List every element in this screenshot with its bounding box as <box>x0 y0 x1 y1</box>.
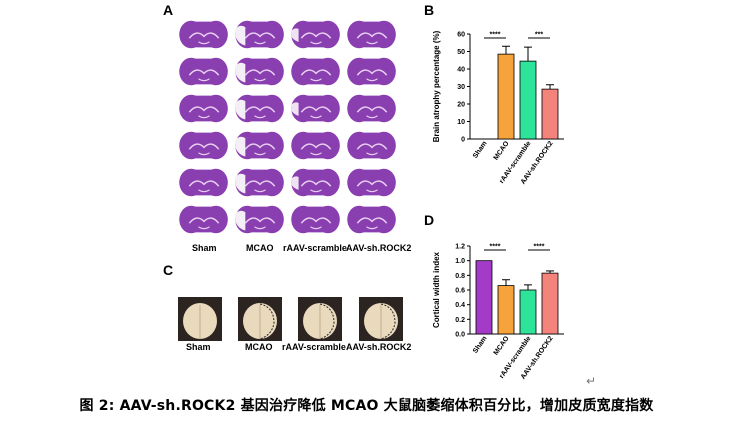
y-axis-label: Brain atrophy percentage (%) <box>432 30 441 142</box>
brain-slice-image <box>347 205 396 234</box>
y-tick-label: 0.4 <box>455 302 465 309</box>
y-tick-label: 0 <box>461 137 465 144</box>
y-tick-label: 50 <box>457 49 465 56</box>
figure-caption: 图 2: AAV-sh.ROCK2 基因治疗降低 MCAO 大鼠脑萎缩体积百分比… <box>79 398 654 414</box>
brain-slice-image <box>235 205 284 234</box>
brain-slice-image <box>291 94 340 123</box>
bar <box>497 53 515 140</box>
brain-slice-image <box>235 168 284 197</box>
brain-slice-image <box>291 20 340 49</box>
y-tick-label: 1.2 <box>455 244 465 251</box>
brain-slice-image <box>235 94 284 123</box>
brain-slice-image <box>291 168 340 197</box>
group-label-scramble: rAAV-scramble <box>283 243 347 253</box>
brain-slice-image <box>179 131 228 160</box>
group-label-rock2: AAV-sh.ROCK2 <box>346 243 412 253</box>
brain-slice-image <box>235 131 284 160</box>
brain-slice-image <box>179 57 228 86</box>
bar <box>519 60 537 140</box>
group-label-sham: Sham <box>192 243 217 253</box>
brain-slice-image <box>179 94 228 123</box>
y-tick-label: 0.0 <box>455 332 465 339</box>
x-tick-label: Sham <box>472 335 489 355</box>
y-tick-label: 10 <box>457 119 465 126</box>
brain-slice-image <box>235 20 284 49</box>
group-label-mcao: MCAO <box>246 243 274 253</box>
significance-label: **** <box>490 244 501 251</box>
bar <box>497 285 515 335</box>
whole-brain-photo <box>359 297 403 341</box>
brain-slice-image <box>291 205 340 234</box>
photo-label-scramble: rAAV-scramble <box>282 342 346 352</box>
panel-label-c: C <box>163 262 174 278</box>
panel-label-d: D <box>424 212 435 228</box>
photo-label-sham: Sham <box>186 342 211 352</box>
brain-slice-image <box>347 94 396 123</box>
y-tick-label: 20 <box>457 102 465 109</box>
photo-label-rock2: AAV-sh.ROCK2 <box>346 342 412 352</box>
brain-slice-image <box>347 20 396 49</box>
return-mark: ↵ <box>586 374 597 388</box>
brain-slice-image <box>235 57 284 86</box>
brain-atrophy-chart: Brain atrophy percentage (%) 0 10 20 30 40 50 6… <box>432 30 564 186</box>
whole-brain-photo <box>238 297 282 341</box>
y-tick-label: 0.6 <box>455 288 465 295</box>
brain-slice-image <box>179 20 228 49</box>
whole-brain-photo <box>178 297 222 341</box>
y-tick-label: 30 <box>457 84 465 91</box>
significance-label: *** <box>535 32 543 39</box>
photo-label-mcao: MCAO <box>245 342 273 352</box>
y-axis-label: Cortical width index <box>432 251 441 328</box>
y-tick-label: 0.8 <box>455 273 465 280</box>
bar <box>519 289 537 335</box>
brain-slice-image <box>347 131 396 160</box>
x-tick-label: Sham <box>472 140 489 160</box>
y-tick-label: 60 <box>457 32 465 39</box>
x-tick-label: MCAO <box>493 335 511 357</box>
brain-slice-image <box>291 131 340 160</box>
brain-slice-image <box>347 168 396 197</box>
cortical-width-chart: Cortical width index 0.0 0.2 0.4 0.6 0.8 1.0 1.… <box>432 244 564 381</box>
panel-label-b: B <box>424 2 435 18</box>
bar <box>541 88 559 140</box>
significance-label: **** <box>490 32 501 39</box>
brain-slice-image <box>291 57 340 86</box>
bar <box>475 260 493 335</box>
bar <box>541 272 559 335</box>
brain-slice-image <box>179 205 228 234</box>
brain-slice-image <box>347 57 396 86</box>
brain-slice-image <box>179 168 228 197</box>
x-tick-label: MCAO <box>493 140 511 162</box>
whole-brain-photo <box>298 297 342 341</box>
y-tick-label: 1.0 <box>455 258 465 265</box>
y-tick-label: 40 <box>457 67 465 74</box>
significance-label: **** <box>534 244 545 251</box>
panel-label-a: A <box>163 2 174 18</box>
y-tick-label: 0.2 <box>455 317 465 324</box>
